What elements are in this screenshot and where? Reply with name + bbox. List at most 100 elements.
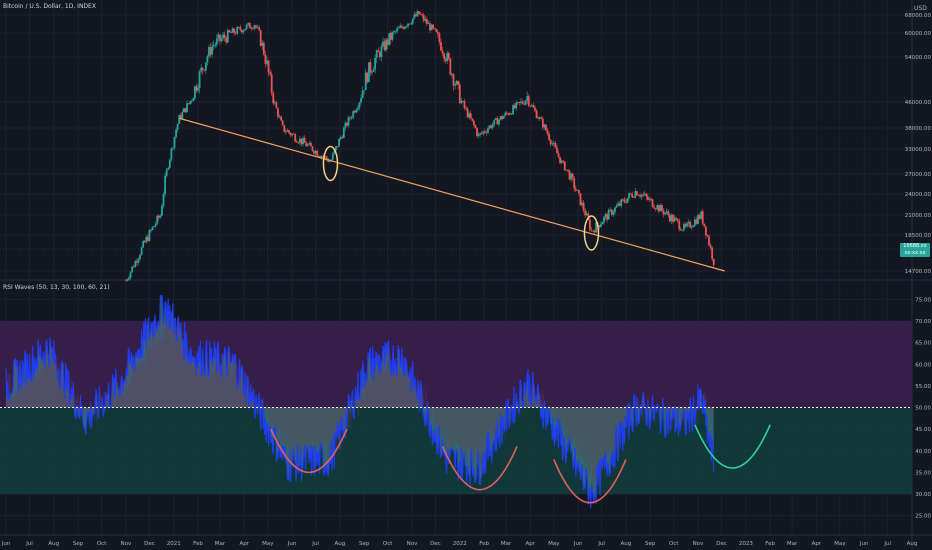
candle-body — [364, 72, 367, 91]
candle-body — [598, 225, 601, 228]
candle-body — [278, 116, 281, 118]
candle-body — [446, 53, 449, 62]
candle-body — [681, 229, 684, 231]
candle-body — [361, 90, 364, 99]
candle-body — [305, 142, 308, 147]
candle-body — [142, 241, 145, 248]
candle-body — [206, 56, 209, 63]
time-axis-label: Sep — [73, 541, 84, 547]
candle-body — [283, 125, 286, 132]
time-axis-label: Oct — [669, 541, 679, 547]
candle-body — [197, 88, 199, 91]
candle-body — [383, 41, 386, 51]
candle-body — [592, 230, 594, 232]
candle-body — [661, 205, 663, 211]
candle-body — [222, 34, 224, 39]
candle-body — [128, 277, 130, 280]
candle-body — [393, 31, 395, 33]
candle-body — [396, 28, 398, 32]
candle-body — [355, 109, 358, 113]
candle-body — [231, 28, 234, 33]
candle-body — [678, 220, 681, 230]
candle-body — [270, 74, 273, 93]
indicator-title[interactable]: RSI Waves (50, 13, 30, 100, 60, 21) — [3, 284, 110, 291]
candle-body — [540, 117, 543, 119]
candle-body — [546, 130, 549, 135]
price-axis-label: 68000.00 — [905, 13, 932, 19]
candle-body — [275, 102, 278, 109]
candle-body — [223, 34, 226, 38]
candle-body — [568, 170, 571, 180]
time-axis-label: Dec — [716, 541, 727, 547]
candle-body — [234, 32, 237, 34]
candle-body — [496, 118, 499, 125]
candle-body — [190, 100, 193, 102]
candle-body — [578, 190, 580, 194]
candle-body — [151, 226, 154, 230]
symbol-title[interactable]: Bitcoin / U.S. Dollar, 1D, INDEX — [3, 3, 96, 10]
candle-body — [516, 102, 519, 103]
candle-body — [548, 134, 551, 140]
candle-body — [620, 199, 623, 206]
price-axis-label: 38000.00 — [905, 126, 932, 132]
candle-body — [614, 207, 616, 213]
time-axis-label: 2021 — [167, 541, 181, 547]
candle-body — [618, 203, 621, 206]
candle-body — [159, 215, 162, 218]
candle-body — [645, 193, 648, 197]
price-axis-label: 27000.00 — [905, 172, 932, 178]
candle-body — [346, 122, 348, 126]
candle-body — [604, 214, 607, 217]
candle-body — [518, 102, 521, 103]
candle-body — [284, 131, 287, 133]
candle-body — [490, 125, 493, 128]
candle-body — [692, 225, 695, 227]
candle-body — [493, 119, 496, 125]
candle-body — [617, 203, 619, 206]
candle-body — [204, 62, 207, 71]
candle-body — [267, 60, 270, 73]
candle-body — [590, 229, 593, 231]
candle-body — [339, 137, 342, 139]
candle-body — [552, 142, 555, 144]
candle-body — [665, 211, 668, 213]
candle-body — [132, 266, 135, 268]
candle-body — [183, 108, 185, 113]
candle-body — [538, 117, 541, 119]
time-axis-label: Dec — [430, 541, 441, 547]
candle-body — [573, 177, 576, 189]
candle-body — [156, 215, 159, 224]
time-axis-label: Jun — [287, 541, 297, 547]
candle-body — [137, 258, 140, 263]
candle-body — [262, 42, 265, 55]
candle-body — [247, 22, 250, 25]
candle-body — [512, 105, 514, 115]
candle-body — [479, 133, 482, 135]
candle-body — [382, 41, 384, 47]
candle-body — [203, 69, 206, 71]
time-axis-label: Feb — [765, 541, 775, 547]
time-axis-label: Nov — [407, 541, 418, 547]
candle-body — [349, 117, 351, 119]
candle-body — [560, 160, 563, 164]
candle-body — [148, 230, 151, 241]
candle-body — [303, 138, 306, 143]
candle-body — [179, 115, 182, 119]
candle-body — [523, 103, 525, 105]
rsi-axis-label: 65.00 — [915, 341, 931, 347]
candle-body — [455, 80, 458, 85]
candle-body — [186, 103, 188, 113]
candle-body — [535, 110, 538, 119]
candle-body — [488, 125, 491, 129]
candle-body — [184, 108, 187, 113]
candle-body — [599, 224, 602, 228]
candle-body — [545, 124, 547, 131]
candle-body — [502, 116, 505, 119]
red-bottom-arc — [553, 459, 627, 504]
candle-body — [683, 224, 685, 230]
rsi-axis-label: 35.00 — [915, 470, 931, 476]
candle-body — [161, 205, 163, 216]
candle-body — [607, 209, 610, 220]
candle-body — [225, 37, 228, 43]
candle-body — [603, 216, 605, 223]
